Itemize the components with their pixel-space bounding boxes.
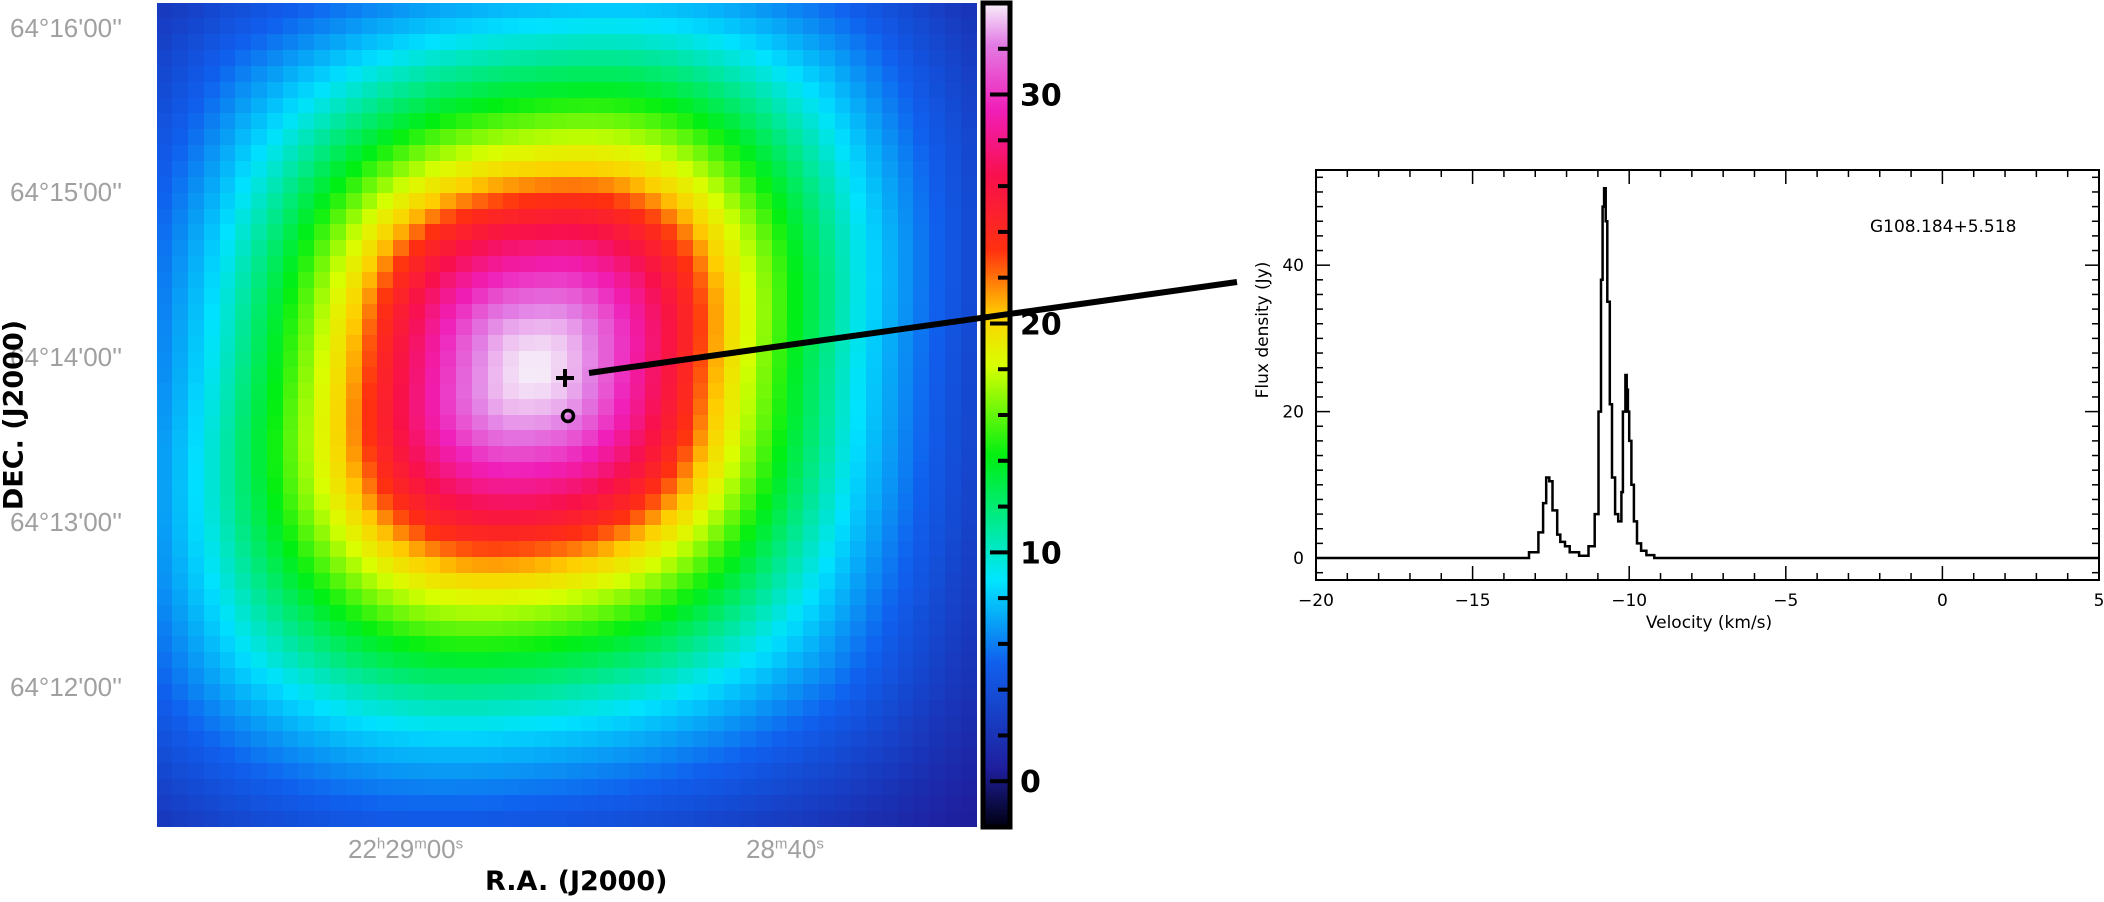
plus-marker-icon [556,369,574,387]
map-x-axis-title: R.A. (J2000) [485,866,668,897]
dec-tick-label: 64°16'00'' [10,13,123,43]
ra-tick-label: 28m40s [746,834,824,864]
map-y-axis-title: DEC. (J2000) [0,319,30,511]
spectrum-x-tick-label: −10 [1611,591,1647,611]
spectrum-y-tick-label: 20 [1282,403,1304,423]
dec-tick-label: 64°14'00'' [10,342,123,372]
flux-map-image [157,3,977,827]
spectrum-x-axis-title: Velocity (km/s) [1646,613,1772,633]
spectrum-x-tick-label: −15 [1455,591,1491,611]
spectrum-x-tick-label: 5 [2094,591,2104,611]
circle-marker-icon [560,408,576,424]
spectrum-tick-labels: −20 −15 −10 −5 0 5 0 20 40 [1282,256,2104,611]
colorbar-tick-label: 30 [1020,79,1062,114]
colorbar-tick-label: 0 [1020,765,1041,800]
colorbar-tick-label: 10 [1020,536,1062,571]
source-name-annotation: G108.184+5.518 [1870,217,2016,237]
colorbar-frame [980,0,1013,830]
connector-line [588,279,1238,376]
spectrum-ticks [1315,170,2100,580]
spectrum-y-tick-label: 0 [1293,549,1304,569]
ra-tick-label: 22h29m00s [348,834,464,864]
spectrum-plot: −20 −15 −10 −5 0 5 0 20 40 G108.184+5.518 Veloci… [1253,169,2104,633]
spectrum-x-tick-label: −20 [1298,591,1334,611]
dec-tick-label: 64°13'00'' [10,507,123,537]
spectrum-series-line [1316,187,2099,560]
spectrum-x-tick-label: 0 [1937,591,1948,611]
spectrum-frame [1315,169,2100,581]
spectrum-y-tick-label: 40 [1282,256,1304,276]
dec-tick-label: 64°12'00'' [10,672,123,702]
spectrum-x-tick-label: −5 [1773,591,1798,611]
spectrum-y-axis-title: Flux density (Jy) [1253,262,1273,399]
dec-tick-label: 64°15'00'' [10,177,123,207]
